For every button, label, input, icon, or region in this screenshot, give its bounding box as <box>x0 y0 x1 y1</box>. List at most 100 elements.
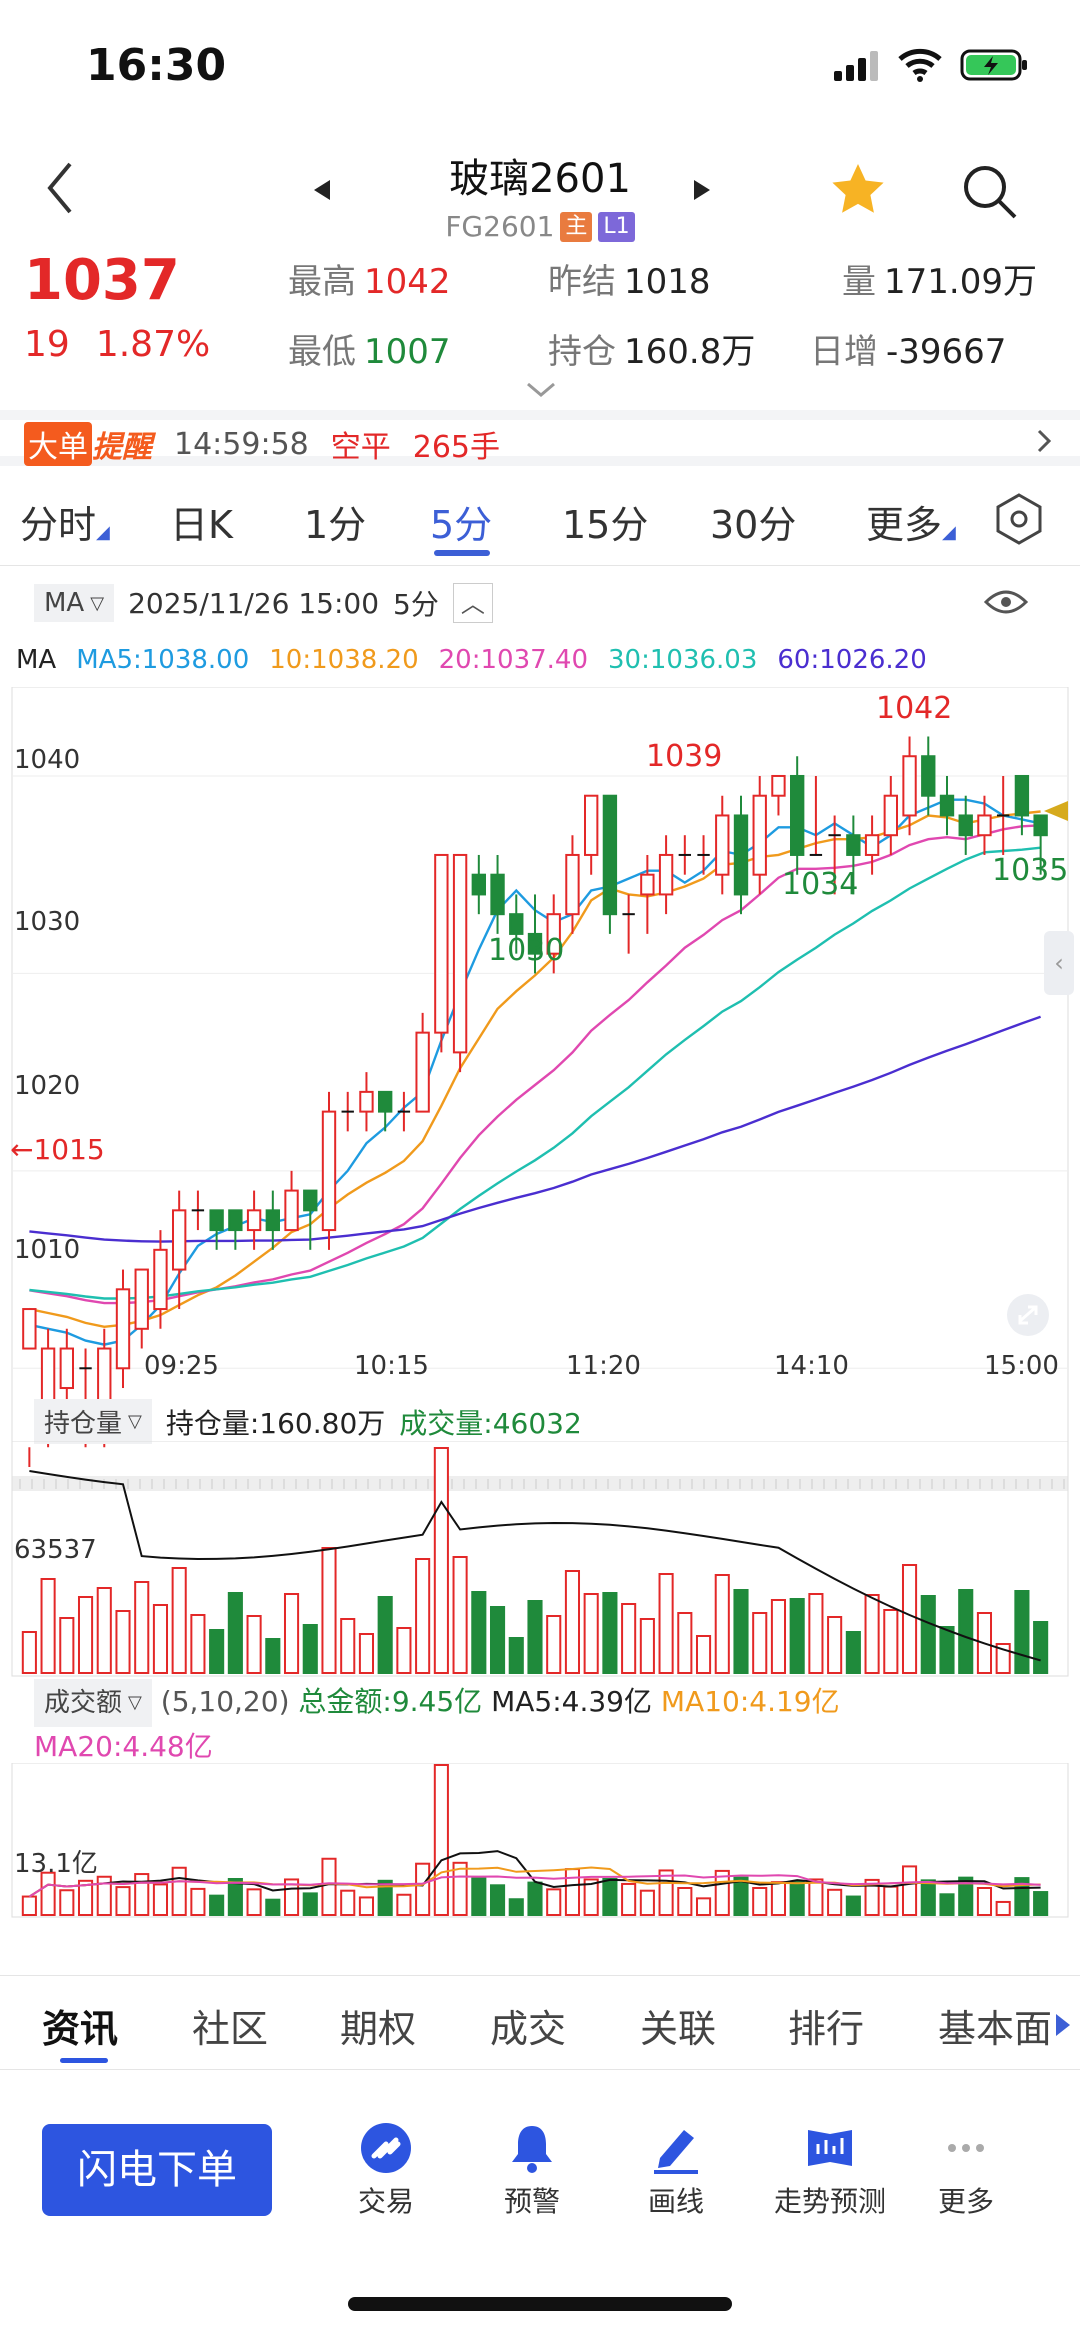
oi-panel-header: 持仓量 ▽ 持仓量:160.80万 成交量:46032 <box>34 1399 582 1444</box>
amount-bar <box>190 1887 206 1917</box>
ma5-value: MA5:1038.00 <box>76 645 250 675</box>
info-tab-indicator <box>60 2058 108 2063</box>
tab-options[interactable]: 期权 <box>340 2007 417 2051</box>
tab-15min[interactable]: 15分 <box>562 503 649 547</box>
big-order-alert[interactable]: 大单 提醒 14:59:58 空平 265手 <box>0 410 1080 466</box>
oi-volume-chart[interactable] <box>0 1441 1080 1681</box>
warn-action[interactable]: 预警 <box>472 2122 592 2220</box>
volume-bar <box>152 1604 169 1674</box>
back-arrow-icon[interactable] <box>40 158 80 218</box>
amount-ma5: MA5:4.39亿 <box>491 1685 652 1718</box>
time-tick-5: 15:00 <box>984 1351 1059 1381</box>
chevron-right-icon <box>1037 429 1052 453</box>
next-contract-icon[interactable] <box>692 178 712 202</box>
high-field: 最高 1042 <box>288 254 451 303</box>
candle-body <box>640 873 655 896</box>
oi-selector[interactable]: 持仓量 ▽ <box>34 1399 152 1444</box>
prev-label: 昨结 <box>548 262 616 302</box>
volume-bar <box>827 1616 843 1674</box>
search-icon[interactable] <box>960 162 1020 222</box>
vol-value: 171.09万 <box>884 262 1037 302</box>
tab-1min[interactable]: 1分 <box>304 503 367 547</box>
trade-label: 交易 <box>357 2185 414 2218</box>
flash-order-button[interactable]: 闪电下单 <box>42 2124 272 2216</box>
volume-bar <box>621 1603 637 1674</box>
volume-bar <box>658 1573 674 1674</box>
tab-daily[interactable]: 日K <box>170 503 233 547</box>
candle-body <box>921 755 936 797</box>
tab-ranking[interactable]: 排行 <box>788 2007 865 2051</box>
prev-contract-icon[interactable] <box>312 178 332 202</box>
info-tabs: 资讯 社区 期权 成交 关联 排行 基本面 <box>0 1975 1080 2070</box>
tab-5min[interactable]: 5分 <box>430 494 492 556</box>
amount-bar <box>358 1896 375 1916</box>
amount-bar <box>901 1865 918 1916</box>
tab-30min[interactable]: 30分 <box>710 503 797 547</box>
fullscreen-icon[interactable] <box>1006 1293 1050 1337</box>
amount-chart[interactable] <box>0 1763 1080 1923</box>
tab-fundamentals[interactable]: 基本面 <box>938 2007 1053 2051</box>
amount-bar <box>396 1893 412 1916</box>
candle-body <box>471 873 486 896</box>
volume-bar <box>471 1591 487 1674</box>
tab-more[interactable]: 更多◢ <box>866 503 956 547</box>
change-value: 19 <box>24 324 70 365</box>
collapse-button[interactable]: ︿ <box>452 583 493 623</box>
amount-bar <box>59 1889 75 1916</box>
amount-bar <box>939 1893 955 1917</box>
amount-bar <box>246 1888 262 1916</box>
volume-bar <box>864 1594 880 1674</box>
candle-body <box>977 814 992 837</box>
high-value: 1042 <box>364 262 451 302</box>
trend-action[interactable]: 走势预测 <box>760 2122 900 2220</box>
candle-body <box>527 932 543 955</box>
status-icons <box>832 48 1030 82</box>
amount-bar <box>602 1878 618 1916</box>
vol-label: 量 <box>842 262 876 302</box>
price-tick-1030: 1030 <box>14 907 81 937</box>
amount-axis-label: 13.1亿 <box>14 1849 98 1879</box>
amount-selector[interactable]: 成交额 ▽ <box>34 1679 152 1727</box>
volume-bar <box>939 1626 955 1674</box>
settings-hex-icon[interactable] <box>994 492 1044 546</box>
trade-action[interactable]: 交易 <box>326 2122 446 2220</box>
open-interest-field: 持仓 160.8万 <box>548 324 755 373</box>
amount-bar <box>340 1889 356 1916</box>
side-panel-handle[interactable]: ‹ <box>1044 931 1074 995</box>
expand-chevron-icon[interactable] <box>526 382 556 398</box>
indicator-selector[interactable]: MA ▽ <box>34 584 115 622</box>
favorite-star-icon[interactable] <box>828 160 888 220</box>
candle-body <box>846 834 861 856</box>
kline-chart-area: MA ▽ 2025/11/26 15:00 5分 ︿ MA MA5:1038.00… <box>0 567 1080 1977</box>
candlestick-chart[interactable] <box>0 687 1080 1507</box>
amount-bar <box>265 1898 281 1916</box>
amount-bar <box>1033 1891 1049 1917</box>
candle-body <box>303 1189 318 1212</box>
tab-community[interactable]: 社区 <box>192 2007 269 2051</box>
ma-legend-label: MA <box>16 645 57 675</box>
amount-bar <box>377 1879 393 1917</box>
eye-icon[interactable] <box>984 587 1028 617</box>
tabs-more-arrow-icon[interactable] <box>1054 2012 1072 2038</box>
amount-bar <box>40 1871 56 1916</box>
tab-timeshare[interactable]: 分时◢ <box>20 503 110 547</box>
amount-bar <box>827 1888 843 1917</box>
status-time: 16:30 <box>86 40 227 91</box>
amount-bar <box>845 1895 861 1917</box>
volume-bar <box>21 1631 37 1674</box>
tab-related[interactable]: 关联 <box>640 2007 717 2051</box>
volume-bar <box>920 1595 936 1674</box>
amount-bar <box>452 1861 468 1917</box>
volume-bar <box>695 1635 712 1674</box>
tab-trades[interactable]: 成交 <box>490 2007 567 2051</box>
draw-action[interactable]: 画线 <box>616 2122 736 2220</box>
volume-bar <box>602 1592 618 1674</box>
trend-label: 走势预测 <box>773 2185 886 2218</box>
amount-bar <box>733 1876 749 1916</box>
amount-bar <box>209 1894 225 1916</box>
volume-bar <box>1014 1590 1030 1674</box>
more-action[interactable]: 更多 <box>906 2122 1026 2220</box>
amount-bar <box>583 1878 599 1916</box>
tab-news[interactable]: 资讯 <box>42 1998 118 2063</box>
amount-bar <box>883 1885 899 1917</box>
